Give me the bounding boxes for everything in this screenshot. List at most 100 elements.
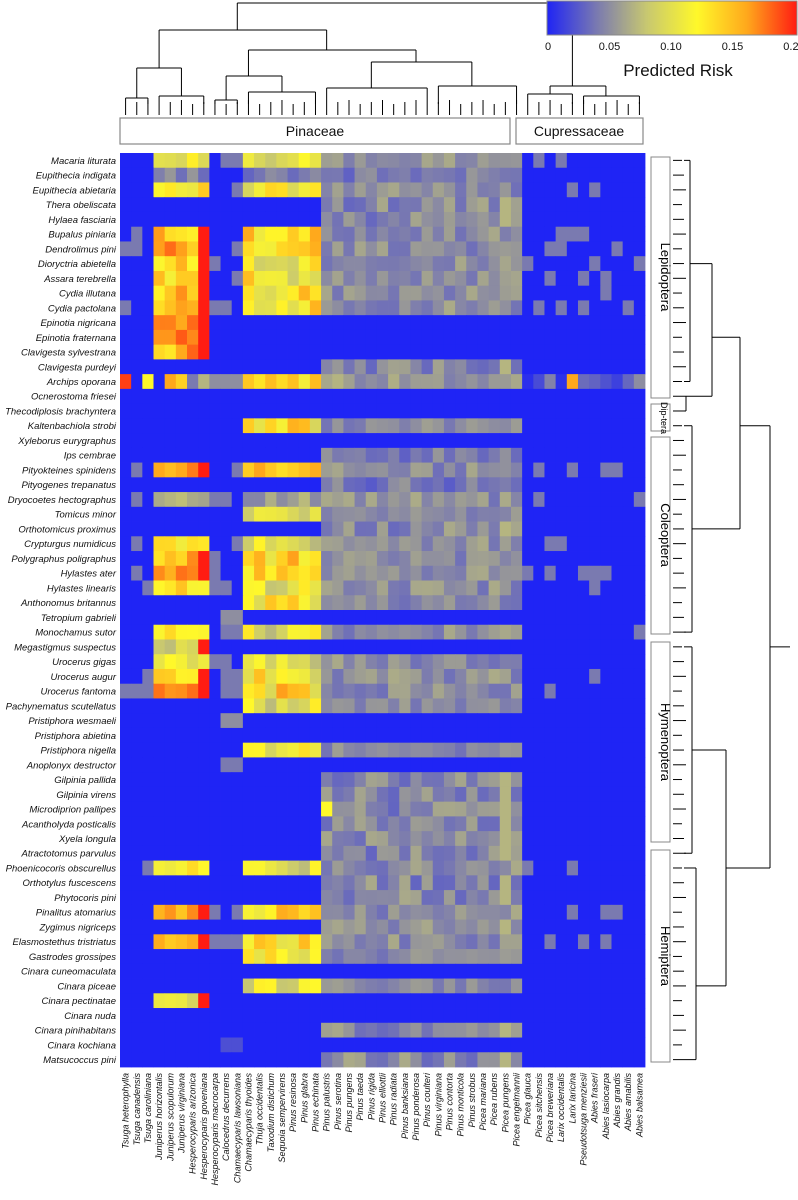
heatmap-cell <box>175 890 188 906</box>
heatmap-cell <box>533 757 545 773</box>
heatmap-cell <box>499 226 512 242</box>
heatmap-cell <box>142 329 154 346</box>
heatmap-cell <box>611 344 624 360</box>
heatmap-cell <box>622 167 635 183</box>
heatmap-cell <box>443 359 456 375</box>
heatmap-cell <box>410 403 422 419</box>
heatmap-cell <box>633 831 646 847</box>
heatmap-cell <box>153 388 166 405</box>
column-label: Pinus banksiana <box>400 1073 410 1139</box>
heatmap-cell <box>510 580 523 596</box>
heatmap-cell <box>175 845 188 862</box>
heatmap-cell <box>566 344 579 360</box>
column-label: Larix laricina <box>567 1073 577 1124</box>
heatmap-cell <box>522 211 534 228</box>
heatmap-cell <box>276 993 288 1009</box>
heatmap-cell <box>198 492 210 508</box>
heatmap-cell <box>443 551 456 567</box>
heatmap-cell <box>499 241 512 257</box>
heatmap-cell <box>365 963 378 979</box>
row-label: Orthotylus fuscescens <box>23 878 117 889</box>
heatmap-cell <box>544 683 557 699</box>
column-label: Pinus taeda <box>355 1073 365 1121</box>
heatmap-cell <box>254 1037 266 1053</box>
heatmap-cell <box>131 462 143 478</box>
heatmap-cell <box>388 963 400 979</box>
heatmap-cell <box>131 388 143 405</box>
heatmap-cell <box>611 329 624 346</box>
heatmap-cell <box>354 506 367 522</box>
heatmap-cell <box>477 197 490 213</box>
heatmap-cell <box>309 890 322 906</box>
heatmap-cell <box>153 845 166 862</box>
heatmap-cell <box>187 285 199 301</box>
heatmap-cell <box>432 374 445 390</box>
heatmap-cell <box>164 403 177 419</box>
heatmap-cell <box>164 551 177 567</box>
heatmap-cell <box>510 801 523 817</box>
heatmap-cell <box>499 197 512 213</box>
heatmap-cell <box>410 477 422 493</box>
heatmap-cell <box>432 153 445 169</box>
heatmap-cell <box>589 182 601 198</box>
heatmap-cell <box>455 919 467 935</box>
heatmap-cell <box>343 182 355 198</box>
heatmap-cell <box>488 418 501 434</box>
row-label: Anoplonyx destructor <box>26 760 117 771</box>
heatmap-cell <box>589 595 601 611</box>
heatmap-cell <box>432 270 445 287</box>
heatmap-cell <box>354 757 367 773</box>
heatmap-cell <box>242 285 255 301</box>
heatmap-cell <box>410 698 422 714</box>
heatmap-cell <box>131 610 143 626</box>
heatmap-cell <box>577 256 590 272</box>
heatmap-cell <box>376 462 389 478</box>
legend-ticks: 00.050.100.150.20 <box>545 41 798 53</box>
heatmap-cell <box>477 418 490 434</box>
heatmap-cell <box>589 993 601 1009</box>
heatmap-cell <box>477 226 490 242</box>
heatmap-cell <box>175 698 188 714</box>
heatmap-cell <box>332 462 344 478</box>
heatmap-cell <box>522 403 534 419</box>
heatmap-cell <box>555 182 568 198</box>
heatmap-cell <box>622 256 635 272</box>
heatmap-cell <box>544 816 557 832</box>
heatmap-cell <box>499 816 512 832</box>
heatmap-cell <box>633 153 646 169</box>
heatmap-cell <box>120 860 132 876</box>
heatmap-cell <box>399 772 411 788</box>
heatmap-cell <box>455 949 467 965</box>
heatmap-cell <box>388 256 400 272</box>
heatmap-cell <box>209 315 221 331</box>
heatmap-cell <box>455 963 467 979</box>
heatmap-cell <box>499 1052 512 1068</box>
heatmap-cell <box>209 698 221 714</box>
heatmap-cell <box>376 418 389 434</box>
heatmap-cell <box>555 388 568 405</box>
heatmap-cell <box>231 565 244 581</box>
row-label: Tomicus minor <box>55 510 117 521</box>
heatmap-cell <box>600 153 612 169</box>
heatmap-cell <box>510 1008 523 1024</box>
heatmap-cell <box>242 256 255 272</box>
heatmap-cell <box>399 786 411 803</box>
heatmap-cell <box>175 949 188 965</box>
heatmap-cell <box>455 315 467 331</box>
heatmap-cell <box>633 963 646 979</box>
heatmap-cell <box>388 329 400 346</box>
heatmap-cell <box>555 359 568 375</box>
heatmap-cell <box>566 329 579 346</box>
heatmap-cell <box>131 595 143 611</box>
heatmap-cell <box>153 1022 166 1038</box>
heatmap-cell <box>410 963 422 979</box>
heatmap-cell <box>421 904 434 920</box>
heatmap-cell <box>421 610 434 626</box>
heatmap-cell <box>164 344 177 360</box>
heatmap-cell <box>298 1052 311 1068</box>
heatmap-cell <box>522 698 534 714</box>
heatmap-cell <box>443 492 456 508</box>
heatmap-cell <box>298 993 311 1009</box>
heatmap-cell <box>242 1037 255 1053</box>
heatmap-cell <box>600 934 612 950</box>
